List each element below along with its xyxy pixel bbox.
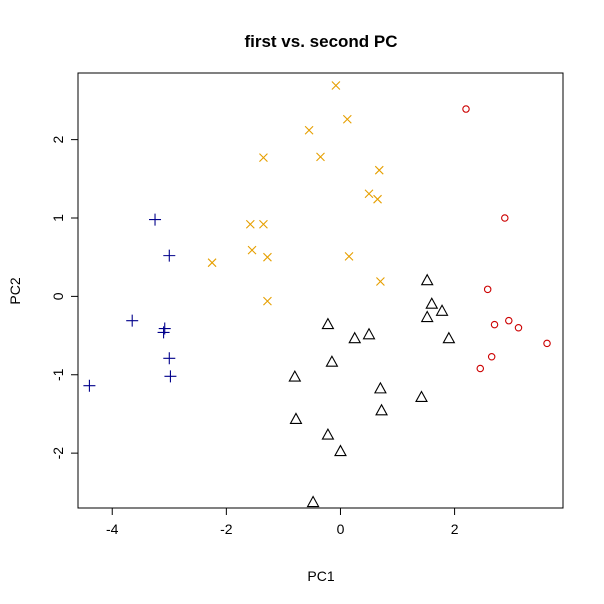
data-point-cross [331, 81, 341, 90]
data-point-cross [374, 165, 384, 175]
data-point-triangle [442, 331, 456, 344]
y-axis: -2 -1 0 1 2 [50, 136, 79, 460]
data-point-triangle [362, 327, 376, 340]
x-tick-label: 2 [451, 521, 459, 537]
x-tick-label: -2 [220, 521, 233, 537]
data-point-cross [259, 153, 268, 163]
data-point-triangle [420, 310, 434, 323]
data-point-cross [342, 114, 352, 124]
data-point-plus [157, 326, 170, 339]
data-point-cross [263, 252, 272, 262]
y-tick-label: -1 [50, 368, 66, 381]
x-tick-label: -4 [106, 521, 119, 537]
y-tick-label: 1 [50, 214, 66, 222]
data-points [83, 81, 551, 508]
data-point-triangle [425, 297, 439, 309]
data-point-cross [373, 194, 382, 204]
data-point-cross [247, 245, 257, 255]
data-point-plus [126, 314, 139, 327]
data-point-triangle [321, 317, 335, 330]
x-tick-label: 0 [337, 521, 345, 537]
data-point-triangle [373, 381, 387, 394]
data-point-cross [376, 277, 385, 286]
data-point-circle [543, 339, 551, 348]
data-point-cross [263, 296, 272, 306]
data-point-triangle [321, 427, 335, 440]
data-point-triangle [415, 390, 428, 403]
y-tick-label: 0 [50, 292, 66, 300]
data-point-circle [483, 285, 492, 294]
data-point-triangle [289, 412, 303, 424]
data-point-triangle [334, 444, 347, 457]
data-point-plus [163, 249, 176, 262]
data-point-triangle [435, 304, 449, 316]
x-axis-label: PC1 [307, 568, 334, 584]
y-axis-label: PC2 [7, 277, 23, 304]
data-point-cross [245, 219, 255, 229]
data-point-triangle [306, 495, 320, 508]
data-point-circle [490, 320, 499, 329]
data-point-cross [259, 219, 268, 229]
data-point-triangle [325, 355, 339, 367]
data-point-cross [304, 125, 314, 135]
data-point-plus [164, 370, 177, 383]
data-point-plus [83, 379, 96, 392]
data-point-cross [207, 258, 217, 268]
data-point-triangle [375, 403, 388, 416]
data-point-cross [364, 189, 374, 199]
data-point-circle [476, 364, 485, 373]
data-point-triangle [348, 331, 362, 344]
data-point-circle [501, 214, 509, 222]
data-point-triangle [420, 273, 434, 286]
data-point-cross [344, 252, 354, 261]
data-point-cross [316, 152, 325, 162]
data-point-plus [163, 352, 176, 365]
y-tick-label: -2 [50, 447, 66, 460]
data-point-circle [514, 323, 523, 332]
data-point-circle [462, 105, 470, 113]
y-tick-label: 2 [50, 136, 66, 144]
data-point-plus [149, 213, 162, 226]
chart-title: first vs. second PC [244, 32, 397, 51]
data-point-triangle [288, 369, 302, 382]
data-point-circle [505, 316, 513, 325]
x-axis: -4 -2 0 2 [106, 507, 459, 537]
data-point-circle [487, 352, 496, 361]
